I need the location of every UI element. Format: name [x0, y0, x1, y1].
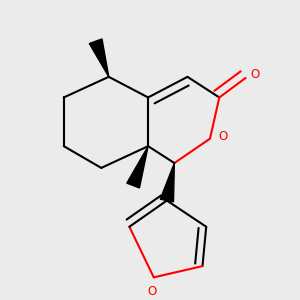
Polygon shape [160, 163, 174, 202]
Polygon shape [89, 39, 109, 77]
Text: O: O [218, 130, 228, 143]
Polygon shape [127, 146, 148, 188]
Text: O: O [250, 68, 260, 81]
Text: O: O [147, 285, 157, 298]
